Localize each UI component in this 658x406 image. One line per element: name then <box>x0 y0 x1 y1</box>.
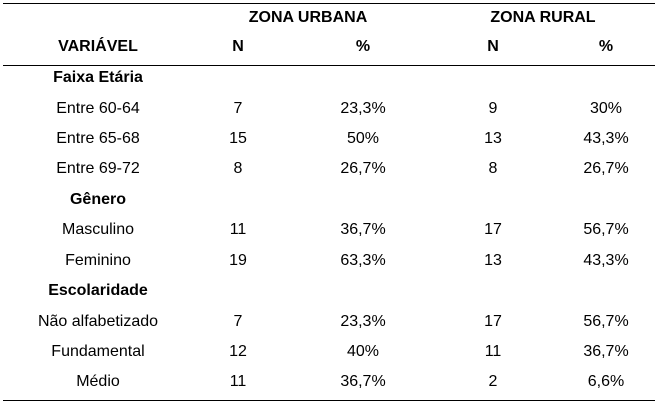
column-header-row: VARIÁVEL N % N % <box>3 32 655 62</box>
table-row: Fundamental 12 40% 11 36,7% <box>3 337 655 367</box>
rural-n: 11 <box>484 343 502 360</box>
rural-n: 2 <box>488 373 498 390</box>
row-label: Masculino <box>61 221 135 238</box>
table-bottom-rule <box>3 400 655 401</box>
section-header-row: Faixa Etária <box>3 63 655 93</box>
table-row: Entre 65-68 15 50% 13 43,3% <box>3 124 655 154</box>
rural-pct: 26,7% <box>583 160 629 177</box>
data-table: ZONA URBANA ZONA RURAL VARIÁVEL N % N % … <box>3 3 655 401</box>
section-header-row: Escolaridade <box>3 276 655 306</box>
table-row: Feminino 19 63,3% 13 43,3% <box>3 246 655 276</box>
urban-n: 7 <box>233 313 243 330</box>
rural-pct: 30% <box>589 100 623 117</box>
section-title: Faixa Etária <box>53 69 143 86</box>
rural-pct: 36,7% <box>583 343 629 360</box>
rural-n: 9 <box>488 100 498 117</box>
urban-n: 19 <box>229 252 247 269</box>
rural-pct: 43,3% <box>583 130 629 147</box>
rural-pct: 6,6% <box>587 373 625 390</box>
urban-pct: 40% <box>346 343 380 360</box>
urban-n: 12 <box>229 343 247 360</box>
urban-pct: 36,7% <box>340 221 386 238</box>
column-header-n-urban: N <box>232 38 244 55</box>
row-label: Entre 65-68 <box>56 130 140 147</box>
urban-pct: 23,3% <box>340 313 386 330</box>
urban-pct: 26,7% <box>340 160 386 177</box>
row-label: Entre 69-72 <box>56 160 140 177</box>
table-row: Entre 69-72 8 26,7% 8 26,7% <box>3 154 655 184</box>
rural-pct: 43,3% <box>583 252 629 269</box>
urban-pct: 23,3% <box>340 100 386 117</box>
group-header-urban: ZONA URBANA <box>248 9 368 26</box>
urban-n: 15 <box>229 130 247 147</box>
group-header-row: ZONA URBANA ZONA RURAL <box>3 3 655 33</box>
urban-pct: 50% <box>346 130 380 147</box>
table-row: Não alfabetizado 7 23,3% 17 56,7% <box>3 307 655 337</box>
urban-n: 7 <box>233 100 243 117</box>
column-header-pct-urban: % <box>355 38 371 55</box>
row-label: Feminino <box>65 252 131 269</box>
column-header-pct-rural: % <box>598 38 614 55</box>
row-label: Não alfabetizado <box>37 313 159 330</box>
row-label: Entre 60-64 <box>56 100 140 117</box>
table-row: Entre 60-64 7 23,3% 9 30% <box>3 94 655 124</box>
rural-pct: 56,7% <box>583 221 629 238</box>
table-row: Médio 11 36,7% 2 6,6% <box>3 367 655 397</box>
rural-n: 17 <box>484 221 502 238</box>
group-header-rural: ZONA RURAL <box>490 9 596 26</box>
rural-n: 17 <box>484 313 502 330</box>
header-rule <box>3 65 655 66</box>
table-row: Masculino 11 36,7% 17 56,7% <box>3 215 655 245</box>
section-title: Escolaridade <box>48 282 148 299</box>
section-header-row: Gênero <box>3 185 655 215</box>
row-label: Fundamental <box>51 343 145 360</box>
section-title: Gênero <box>69 191 126 208</box>
column-header-variable: VARIÁVEL <box>58 38 138 55</box>
urban-pct: 36,7% <box>340 373 386 390</box>
rural-n: 13 <box>484 130 502 147</box>
table-top-rule <box>3 3 655 4</box>
urban-n: 11 <box>229 221 247 238</box>
rural-n: 8 <box>488 160 498 177</box>
rural-pct: 56,7% <box>583 313 629 330</box>
urban-n: 8 <box>233 160 243 177</box>
urban-n: 11 <box>229 373 247 390</box>
rural-n: 13 <box>484 252 502 269</box>
urban-pct: 63,3% <box>340 252 386 269</box>
column-header-n-rural: N <box>487 38 499 55</box>
row-label: Médio <box>76 373 120 390</box>
